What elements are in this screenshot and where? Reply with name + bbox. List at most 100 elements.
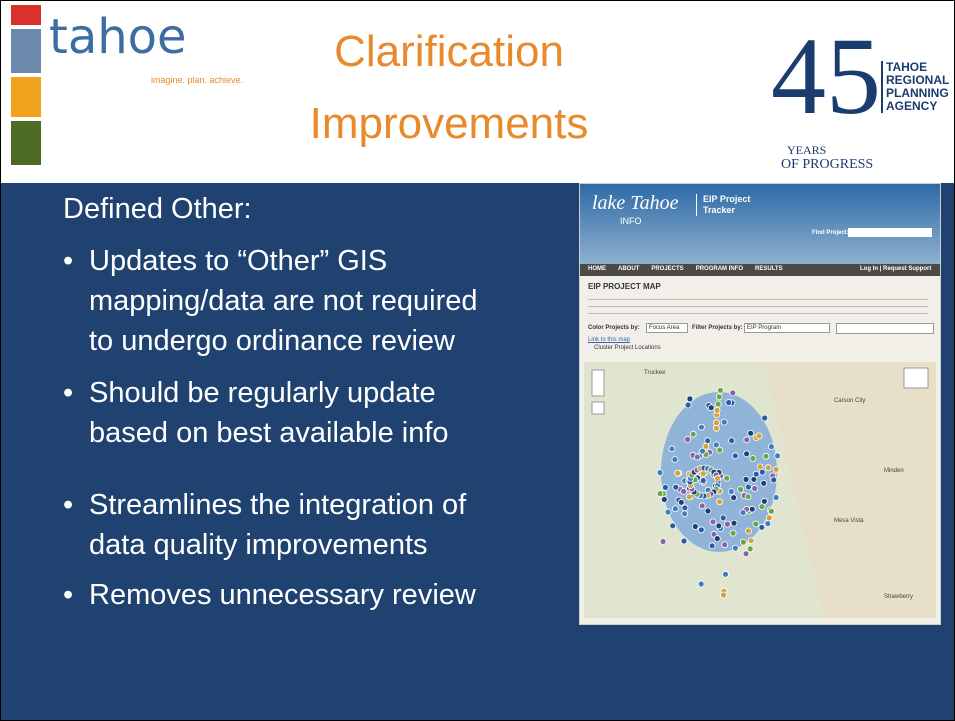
project-marker[interactable] <box>731 495 737 501</box>
project-marker[interactable] <box>747 546 753 552</box>
project-marker[interactable] <box>720 515 726 521</box>
project-marker[interactable] <box>743 476 749 482</box>
project-marker[interactable] <box>678 499 684 505</box>
project-marker[interactable] <box>685 402 691 408</box>
project-marker[interactable] <box>662 484 668 490</box>
nav-item[interactable]: ABOUT <box>618 266 639 272</box>
project-marker[interactable] <box>698 581 704 587</box>
project-marker[interactable] <box>728 489 734 495</box>
login[interactable]: Log In | Request Support <box>860 266 931 272</box>
project-marker[interactable] <box>748 430 754 436</box>
project-marker[interactable] <box>715 475 721 481</box>
select[interactable]: EIP Program <box>744 323 830 333</box>
project-marker[interactable] <box>762 415 768 421</box>
project-marker[interactable] <box>685 437 691 443</box>
project-marker[interactable] <box>768 444 774 450</box>
project-marker[interactable] <box>700 478 706 484</box>
project-marker[interactable] <box>672 457 678 463</box>
project-marker[interactable] <box>749 506 755 512</box>
project-marker[interactable] <box>765 465 771 471</box>
nav-item[interactable]: RESULTS <box>755 266 783 272</box>
project-marker[interactable] <box>705 508 711 514</box>
project-marker[interactable] <box>721 592 727 598</box>
project-marker[interactable] <box>726 400 732 406</box>
project-marker[interactable] <box>744 437 750 443</box>
project-marker[interactable] <box>761 480 767 486</box>
project-marker[interactable] <box>752 486 758 492</box>
nav-item[interactable]: HOME <box>588 266 606 272</box>
project-marker[interactable] <box>681 538 687 544</box>
project-marker[interactable] <box>716 523 722 529</box>
project-marker[interactable] <box>717 499 723 505</box>
nav-item[interactable]: PROJECTS <box>651 266 683 272</box>
project-marker[interactable] <box>670 523 676 529</box>
project-marker[interactable] <box>722 542 728 548</box>
project-marker[interactable] <box>699 503 705 509</box>
project-marker[interactable] <box>759 524 765 530</box>
project-marker[interactable] <box>729 438 735 444</box>
project-marker[interactable] <box>715 401 721 407</box>
project-marker[interactable] <box>714 536 720 542</box>
project-marker[interactable] <box>669 446 675 452</box>
project-marker[interactable] <box>698 527 704 533</box>
project-marker[interactable] <box>724 475 730 481</box>
project-marker[interactable] <box>661 497 667 503</box>
project-marker[interactable] <box>732 453 738 459</box>
project-marker[interactable] <box>761 498 767 504</box>
project-marker[interactable] <box>687 396 693 402</box>
project-marker[interactable] <box>768 508 774 514</box>
project-marker[interactable] <box>710 519 716 525</box>
project-marker[interactable] <box>682 505 688 511</box>
select[interactable]: Focus Area <box>646 323 688 333</box>
project-marker[interactable] <box>743 551 749 557</box>
project-marker[interactable] <box>686 494 692 500</box>
project-marker[interactable] <box>692 524 698 530</box>
project-marker[interactable] <box>731 520 737 526</box>
project-marker[interactable] <box>660 539 666 545</box>
project-marker[interactable] <box>717 447 723 453</box>
project-marker[interactable] <box>753 521 759 527</box>
project-marker[interactable] <box>665 509 671 515</box>
project-marker[interactable] <box>745 494 751 500</box>
layer-control[interactable] <box>904 368 928 388</box>
project-marker[interactable] <box>690 431 696 437</box>
project-marker[interactable] <box>738 487 744 493</box>
project-marker[interactable] <box>740 510 746 516</box>
project-marker[interactable] <box>766 515 772 521</box>
cluster[interactable]: Cluster Project Locations <box>594 345 661 351</box>
project-marker[interactable] <box>714 407 720 413</box>
nav-item[interactable]: PROGRAM INFO <box>696 266 743 272</box>
project-marker[interactable] <box>775 453 781 459</box>
project-marker[interactable] <box>765 521 771 527</box>
project-marker[interactable] <box>700 448 706 454</box>
zoom-control[interactable] <box>592 370 604 396</box>
link[interactable]: Link to this map <box>588 337 630 343</box>
project-marker[interactable] <box>723 571 729 577</box>
project-marker[interactable] <box>744 451 750 457</box>
select[interactable] <box>836 323 934 334</box>
project-marker[interactable] <box>756 433 762 439</box>
project-marker[interactable] <box>750 456 756 462</box>
project-marker[interactable] <box>713 425 719 431</box>
project-marker[interactable] <box>730 390 736 396</box>
project-marker[interactable] <box>740 539 746 545</box>
project-marker[interactable] <box>681 488 687 494</box>
project-marker[interactable] <box>759 469 765 475</box>
project-marker[interactable] <box>694 454 700 460</box>
project-marker[interactable] <box>682 511 688 517</box>
project-marker[interactable] <box>745 484 751 490</box>
project-marker[interactable] <box>672 506 678 512</box>
project-marker[interactable] <box>773 466 779 472</box>
project-marker[interactable] <box>746 528 752 534</box>
project-marker[interactable] <box>721 419 727 425</box>
project-marker[interactable] <box>657 470 663 476</box>
project-marker[interactable] <box>709 543 715 549</box>
project-marker[interactable] <box>699 424 705 430</box>
search-box[interactable] <box>848 228 932 237</box>
project-marker[interactable] <box>773 495 779 501</box>
project-marker[interactable] <box>732 545 738 551</box>
project-marker[interactable] <box>730 530 736 536</box>
project-marker[interactable] <box>771 477 777 483</box>
project-marker[interactable] <box>714 420 720 426</box>
fullscreen[interactable] <box>592 402 604 414</box>
